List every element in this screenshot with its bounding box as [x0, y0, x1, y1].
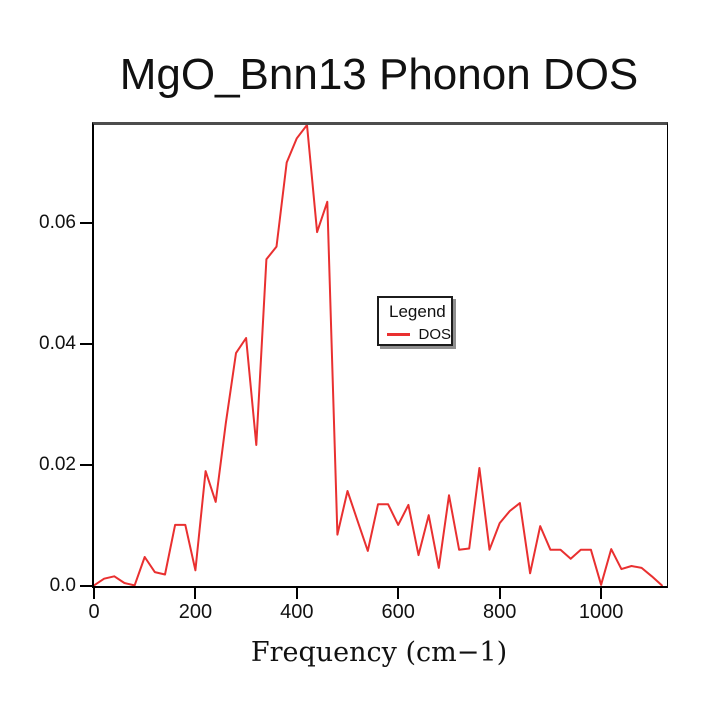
x-tick-label: 400 [280, 601, 314, 623]
legend-series-label: DOS [418, 326, 451, 343]
y-tick-label: 0.02 [39, 454, 76, 475]
chart-title: MgO_Bnn13 Phonon DOS [119, 50, 639, 99]
y-tick-label: 0.06 [39, 212, 76, 233]
x-tick-label: 600 [381, 601, 415, 623]
x-tick-label: 1000 [578, 601, 624, 623]
x-tick-mark [93, 588, 95, 599]
legend-box: Legend DOS [377, 296, 453, 346]
x-tick-mark [194, 588, 197, 599]
x-tick-label: 0 [88, 601, 100, 623]
plot-area [92, 122, 668, 588]
y-tick-mark [80, 343, 92, 345]
y-tick-mark [80, 222, 92, 224]
y-tick-mark [80, 464, 92, 466]
legend-entry-dos: DOS [387, 326, 451, 343]
legend-title: Legend [389, 302, 446, 321]
y-tick-mark [80, 585, 92, 587]
x-tick-mark [498, 588, 501, 599]
dos-curve-line [94, 125, 663, 586]
x-tick-mark [397, 588, 400, 599]
x-tick-mark [600, 588, 603, 599]
y-tick-label: 0.04 [39, 333, 76, 354]
y-tick-label: 0.0 [49, 575, 76, 596]
x-tick-label: 200 [178, 601, 213, 623]
dos-curve-canvas [94, 125, 663, 586]
x-tick-mark [295, 588, 298, 599]
dos-line-swatch [387, 333, 411, 336]
x-axis-label: Frequency (cm−1) [250, 637, 508, 668]
x-tick-label: 800 [482, 601, 517, 623]
